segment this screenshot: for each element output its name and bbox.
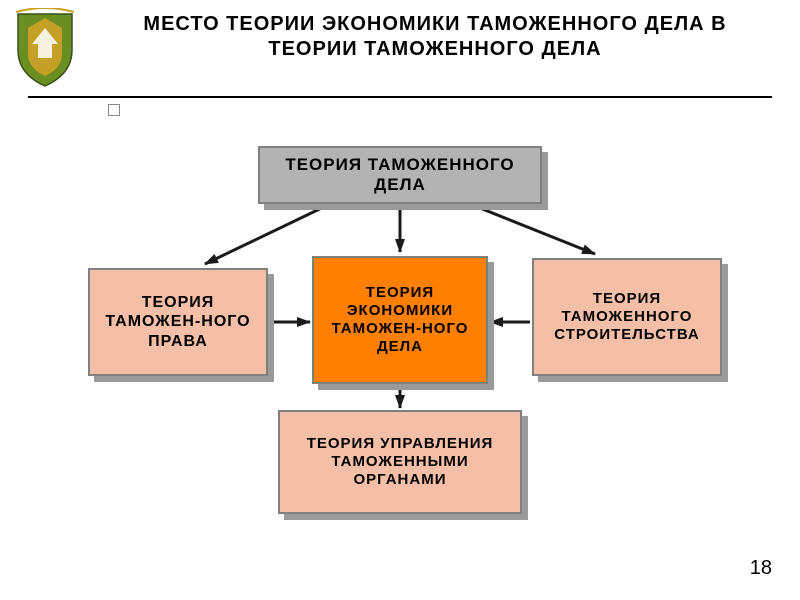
slide-title: МЕСТО ТЕОРИИ ЭКОНОМИКИ ТАМОЖЕННОГО ДЕЛА … [110, 12, 760, 62]
arrow [470, 204, 595, 254]
placeholder-box-icon [108, 104, 120, 116]
node-left: ТЕОРИЯ ТАМОЖЕН-НОГО ПРАВА [88, 268, 268, 376]
arrow [205, 204, 330, 264]
node-right: ТЕОРИЯ ТАМОЖЕННОГО СТРОИТЕЛЬСТВА [532, 258, 722, 376]
slide: МЕСТО ТЕОРИИ ЭКОНОМИКИ ТАМОЖЕННОГО ДЕЛА … [0, 0, 800, 600]
customs-emblem-icon [14, 8, 76, 88]
node-top: ТЕОРИЯ ТАМОЖЕННОГО ДЕЛА [258, 146, 542, 204]
page-number: 18 [750, 557, 772, 580]
title-underline [28, 96, 772, 98]
node-center: ТЕОРИЯ ЭКОНОМИКИ ТАМОЖЕН-НОГО ДЕЛА [312, 256, 488, 384]
node-bottom: ТЕОРИЯ УПРАВЛЕНИЯ ТАМОЖЕННЫМИ ОРГАНАМИ [278, 410, 522, 514]
